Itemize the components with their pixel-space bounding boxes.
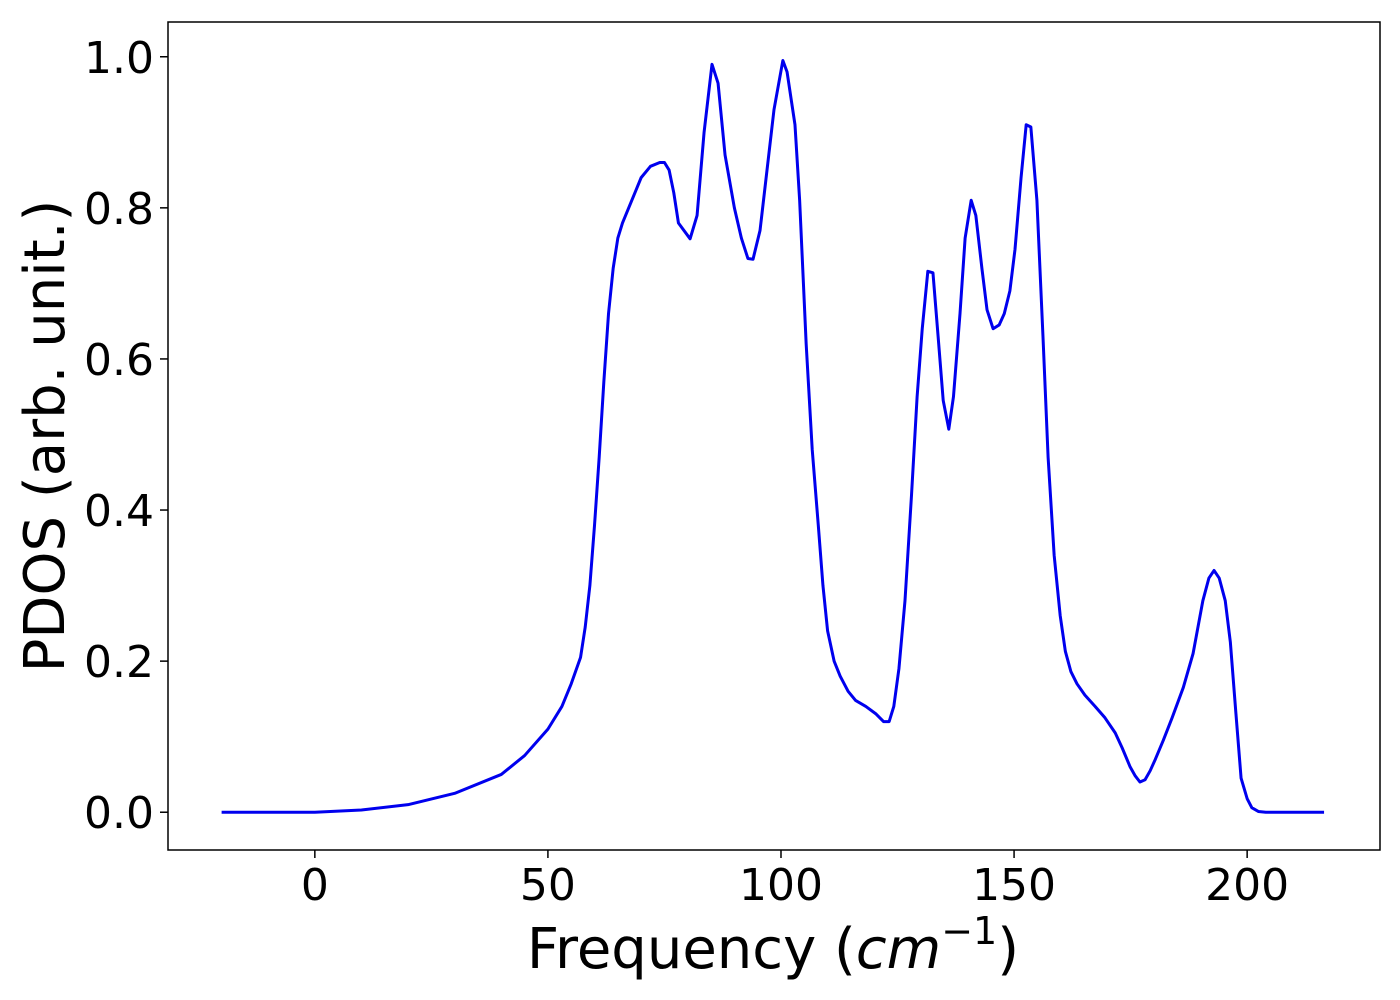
x-tick-label: 100 <box>739 860 823 911</box>
y-tick-label: 0.2 <box>84 637 154 688</box>
x-tick-label: 150 <box>972 860 1056 911</box>
y-tick-label: 0.6 <box>84 335 154 386</box>
plot-frame <box>167 21 1381 851</box>
data-line <box>221 59 1325 814</box>
y-tick-label: 1.0 <box>84 33 154 84</box>
x-tick-label: 0 <box>301 860 329 911</box>
x-label-text: Frequency ( <box>527 917 856 982</box>
x-axis-label: Frequency (cm−1) <box>527 909 1019 982</box>
x-label-exponent: −1 <box>941 909 997 953</box>
x-label-unit: cm <box>856 917 941 982</box>
x-label-close: ) <box>997 917 1019 982</box>
x-tick-label: 200 <box>1205 860 1289 911</box>
y-tick-label: 0.8 <box>84 184 154 235</box>
x-tick-label: 50 <box>520 860 576 911</box>
y-axis-label: PDOS (arb. unit.) <box>13 200 78 673</box>
y-tick-label: 0.4 <box>84 486 154 537</box>
y-tick-label: 0.0 <box>84 788 154 839</box>
